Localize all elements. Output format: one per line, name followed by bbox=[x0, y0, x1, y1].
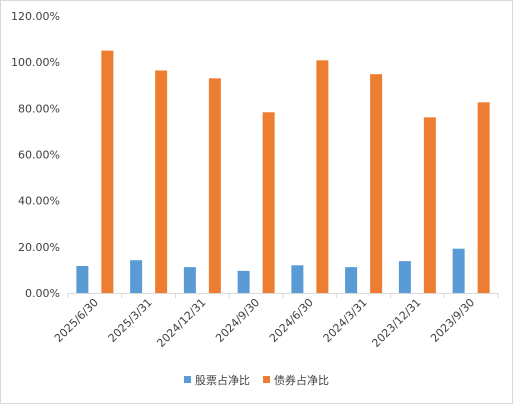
legend-label: 股票占净比 bbox=[195, 373, 250, 387]
bar-bond bbox=[208, 78, 221, 293]
legend-swatch bbox=[263, 376, 270, 383]
x-category-label: 2024/3/31 bbox=[321, 296, 370, 345]
y-tick-label: 20.00% bbox=[18, 241, 60, 254]
bar-bond bbox=[370, 74, 383, 293]
x-category-label: 2024/6/30 bbox=[267, 296, 316, 345]
y-axis-labels: 0.00% 20.00% 40.00% 60.00% 80.00% 100.00% 120.… bbox=[11, 10, 60, 300]
x-axis-labels: 2025/6/30 2025/3/31 2024/12/31 2024/9/30 202… bbox=[52, 296, 477, 350]
bar-stock bbox=[130, 260, 143, 293]
bar-stock bbox=[76, 265, 89, 293]
x-category-label: 2023/12/31 bbox=[369, 296, 423, 350]
x-axis-ticks bbox=[67, 293, 499, 298]
y-tick-label: 100.00% bbox=[11, 56, 60, 69]
x-category-label: 2025/3/31 bbox=[106, 296, 155, 345]
bar-bond bbox=[423, 117, 436, 293]
y-tick-label: 80.00% bbox=[18, 102, 60, 115]
y-tick-label: 120.00% bbox=[11, 10, 60, 23]
legend-label: 债券占净比 bbox=[274, 373, 329, 387]
y-tick-label: 60.00% bbox=[18, 149, 60, 162]
bar-bond bbox=[477, 102, 490, 293]
bar-stock bbox=[398, 261, 411, 293]
bar-stock bbox=[291, 265, 304, 293]
bar-stock bbox=[183, 267, 196, 293]
x-category-label: 2023/9/30 bbox=[428, 296, 477, 345]
x-category-label: 2025/6/30 bbox=[52, 296, 101, 345]
y-tick-label: 40.00% bbox=[18, 195, 60, 208]
legend: 股票占净比 债券占净比 bbox=[184, 373, 329, 387]
bar-bond bbox=[262, 112, 275, 293]
bar-stock bbox=[345, 267, 358, 293]
bar-bond bbox=[155, 70, 168, 293]
bar-stock bbox=[452, 248, 465, 293]
bar-bond bbox=[316, 60, 329, 293]
legend-swatch bbox=[184, 376, 191, 383]
bar-bond bbox=[101, 50, 114, 293]
bars bbox=[76, 50, 490, 293]
y-tick-label: 0.00% bbox=[25, 287, 60, 300]
x-category-label: 2024/12/31 bbox=[154, 296, 208, 350]
x-category-label: 2024/9/30 bbox=[213, 296, 262, 345]
bar-stock bbox=[237, 270, 250, 293]
